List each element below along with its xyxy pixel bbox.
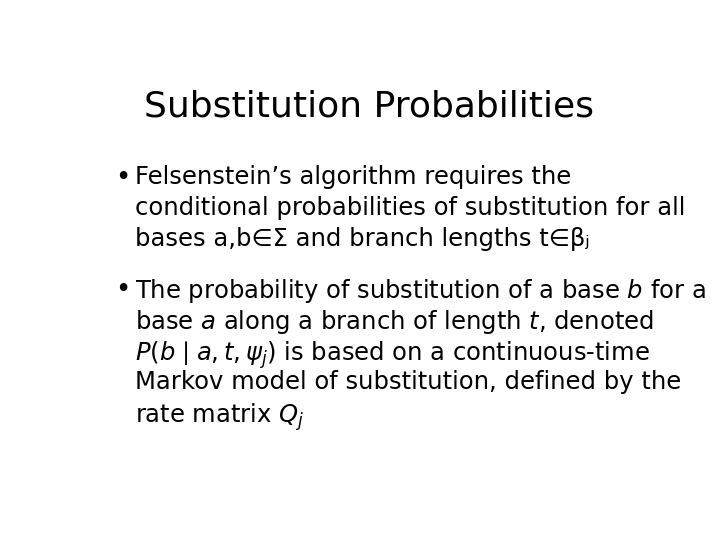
Text: •: • <box>115 277 130 303</box>
Text: base $a$ along a branch of length $t$, denoted: base $a$ along a branch of length $t$, d… <box>135 308 654 336</box>
Text: The probability of substitution of a base $b$ for a: The probability of substitution of a bas… <box>135 277 706 305</box>
Text: rate matrix $Q_j$: rate matrix $Q_j$ <box>135 402 304 433</box>
Text: Felsenstein’s algorithm requires the: Felsenstein’s algorithm requires the <box>135 165 571 188</box>
Text: $P(b\mid a,t,\psi_j)$ is based on a continuous-time: $P(b\mid a,t,\psi_j)$ is based on a cont… <box>135 339 649 371</box>
Text: •: • <box>115 165 130 191</box>
Text: bases a,b∈Σ and branch lengths t∈βⱼ: bases a,b∈Σ and branch lengths t∈βⱼ <box>135 227 589 251</box>
Text: Substitution Probabilities: Substitution Probabilities <box>144 90 594 124</box>
Text: Markov model of substitution, defined by the: Markov model of substitution, defined by… <box>135 370 681 394</box>
Text: conditional probabilities of substitution for all: conditional probabilities of substitutio… <box>135 196 685 220</box>
